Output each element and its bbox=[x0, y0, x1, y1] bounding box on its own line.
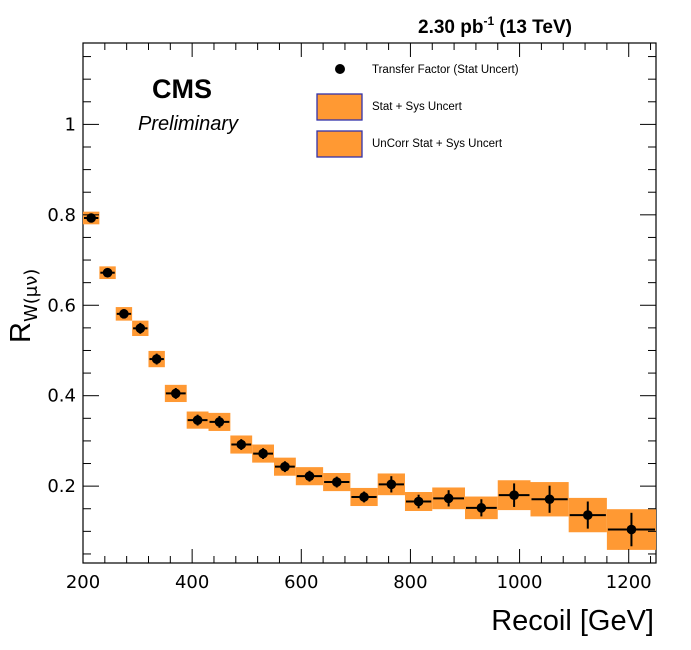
axis-ticks bbox=[82, 43, 656, 563]
y-axis-title-main: R bbox=[5, 322, 37, 343]
data-point-9 bbox=[258, 448, 268, 459]
x-tick-label-5: 1200 bbox=[606, 572, 652, 593]
y-axis-title: RW(μν) bbox=[5, 269, 42, 343]
legend: Transfer Factor (Stat Uncert) Stat + Sys… bbox=[316, 64, 519, 158]
experiment-label: CMS bbox=[152, 74, 212, 104]
data-point-17 bbox=[476, 503, 487, 513]
data-point-11 bbox=[304, 471, 315, 481]
legend-entry-0: Transfer Factor (Stat Uncert) bbox=[372, 64, 519, 76]
lumi-exponent: -1 bbox=[483, 14, 494, 28]
plot-frame bbox=[82, 42, 657, 564]
x-tick-label-3: 800 bbox=[393, 572, 427, 593]
x-axis-title: Recoil [GeV] bbox=[491, 605, 654, 637]
data-point-1 bbox=[102, 267, 113, 278]
data-point-8 bbox=[236, 439, 247, 450]
data-points bbox=[84, 213, 655, 547]
y-tick-label-4: 1 bbox=[65, 114, 76, 135]
data-point-2 bbox=[119, 309, 129, 319]
data-point-20 bbox=[582, 510, 593, 520]
lumi-label: 2.30 pb-1 (13 TeV) bbox=[418, 14, 572, 38]
data-point-7 bbox=[214, 417, 225, 427]
data-point-4 bbox=[151, 354, 162, 364]
status-label: Preliminary bbox=[138, 113, 239, 135]
tick-labels: 200 400 600 800 1000 1200 0.2 0.4 0.6 0.8 1 bbox=[47, 114, 651, 593]
y-tick-label-2: 0.6 bbox=[47, 295, 76, 316]
uncertainty-bands bbox=[83, 211, 656, 550]
legend-entry-2: UnCorr Stat + Sys Uncert bbox=[372, 138, 503, 150]
data-point-16 bbox=[443, 493, 454, 504]
data-point-14 bbox=[386, 479, 397, 490]
x-tick-label-1: 400 bbox=[175, 572, 209, 593]
data-point-15 bbox=[413, 496, 424, 507]
energy-label: (13 TeV) bbox=[494, 17, 572, 38]
data-point-0 bbox=[86, 213, 96, 223]
data-point-12 bbox=[331, 477, 342, 487]
data-point-19 bbox=[544, 494, 555, 505]
x-tick-label-2: 600 bbox=[284, 572, 318, 593]
x-tick-label-4: 1000 bbox=[497, 572, 543, 593]
y-axis-title-sub: W(μν) bbox=[21, 269, 42, 322]
y-tick-label-3: 0.8 bbox=[47, 205, 76, 226]
legend-box-icon-1 bbox=[316, 93, 363, 121]
legend-box-icon-2 bbox=[316, 130, 363, 158]
y-tick-label-1: 0.4 bbox=[47, 386, 76, 407]
data-point-10 bbox=[280, 461, 290, 472]
data-point-13 bbox=[359, 492, 369, 502]
data-point-3 bbox=[135, 323, 146, 334]
data-point-5 bbox=[170, 388, 181, 399]
data-point-21 bbox=[626, 524, 637, 535]
svg-text:RW(μν): RW(μν) bbox=[5, 269, 42, 343]
legend-entry-1: Stat + Sys Uncert bbox=[372, 101, 463, 113]
data-point-6 bbox=[192, 415, 203, 425]
data-point-18 bbox=[509, 490, 519, 500]
x-tick-label-0: 200 bbox=[66, 572, 100, 593]
legend-marker-icon bbox=[335, 64, 345, 74]
y-tick-label-0: 0.2 bbox=[47, 476, 76, 497]
